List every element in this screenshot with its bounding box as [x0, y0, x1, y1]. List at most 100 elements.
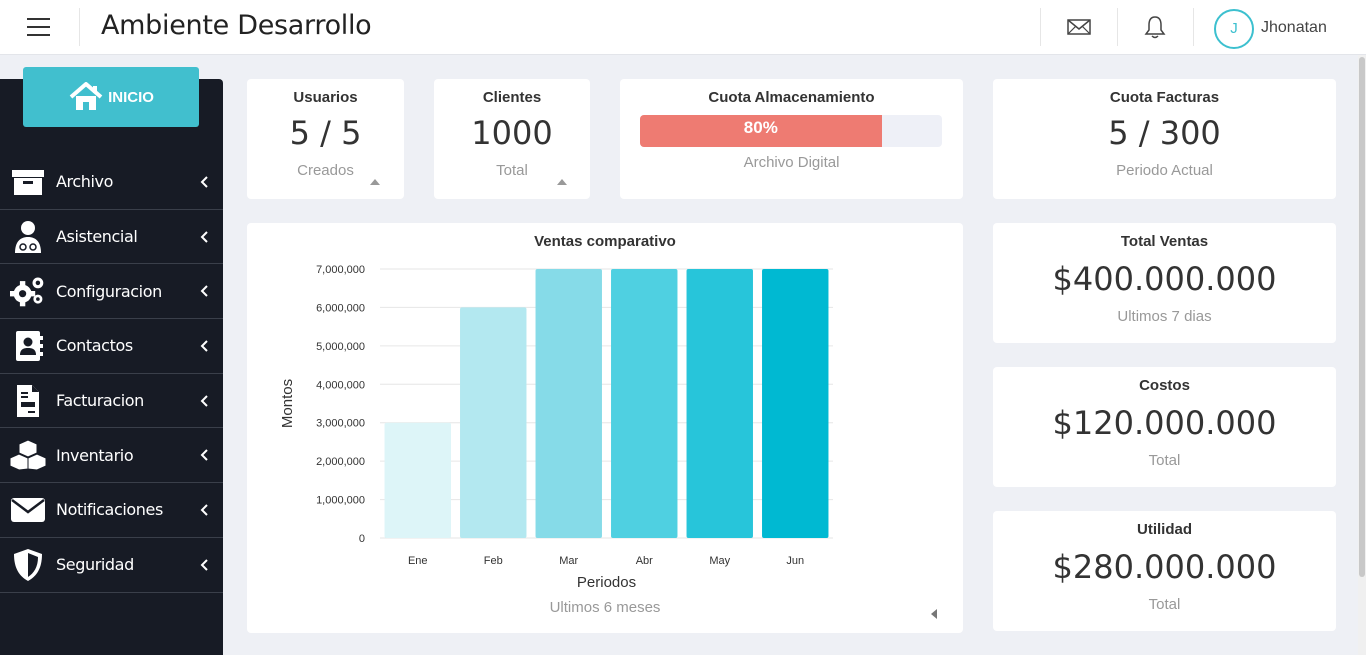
sidebar-item-label: Asistencial — [56, 227, 138, 247]
sidebar-item-label: Contactos — [56, 336, 133, 356]
username-label[interactable]: Jhonatan — [1261, 19, 1327, 36]
sidebar-item-archivo[interactable]: Archivo — [0, 155, 223, 210]
sidebar-item-label: Seguridad — [56, 555, 134, 575]
y-tick-label: 4,000,000 — [316, 379, 365, 391]
sidebar-item-contactos[interactable]: Contactos — [0, 319, 223, 374]
card-title: Cuota Almacenamiento — [708, 89, 875, 106]
archive-icon — [10, 164, 46, 200]
storage-progress-fill: 80% — [640, 115, 882, 147]
sidebar-item-label: Notificaciones — [56, 500, 163, 520]
chevron-left-icon — [200, 340, 208, 352]
home-button-label: INICIO — [108, 88, 154, 106]
bar-ene — [384, 422, 451, 538]
card-subtitle: Total — [1148, 452, 1181, 469]
card-value: 5 / 5 — [289, 114, 362, 152]
top-header: Ambiente Desarrollo J Jhonatan — [0, 0, 1366, 55]
sidebar: INICIO Archivo Asistencial Configuracion — [0, 67, 223, 655]
doctor-icon — [10, 219, 46, 255]
chevron-left-icon — [200, 558, 208, 571]
header-divider — [1040, 8, 1041, 46]
y-tick-label: 0 — [359, 533, 365, 545]
y-tick-label: 3,000,000 — [316, 418, 365, 430]
sales-chart-card: Ventas comparativo 0 1,000,000 2,000,000 3,… — [247, 223, 963, 633]
card-title: Total Ventas — [1120, 233, 1209, 250]
x-tick-label: Mar — [559, 555, 578, 567]
card-subtitle: Periodo Actual — [1116, 162, 1213, 179]
x-tick-label: Jun — [786, 555, 804, 567]
chart-subtitle: Ultimos 6 meses — [549, 599, 661, 616]
chart-title: Ventas comparativo — [534, 233, 676, 250]
bar-feb — [460, 307, 527, 538]
sidebar-item-label: Facturacion — [56, 391, 144, 411]
card-value: 5 / 300 — [1108, 114, 1221, 152]
total-ventas-card: Total Ventas $400.000.000 Ultimos 7 dias — [993, 223, 1336, 343]
utilidad-card: Utilidad $280.000.000 Total — [993, 511, 1336, 631]
home-button[interactable]: INICIO — [23, 67, 199, 127]
card-title: Utilidad — [1137, 521, 1192, 538]
card-title: Clientes — [482, 89, 542, 106]
bell-icon[interactable] — [1142, 14, 1168, 40]
menu-toggle-icon[interactable] — [27, 18, 50, 36]
y-axis-label: Montos — [279, 379, 296, 428]
card-title: Usuarios — [293, 89, 358, 106]
sidebar-item-asistencial[interactable]: Asistencial — [0, 210, 223, 265]
sidebar-item-facturacion[interactable]: Facturacion — [0, 374, 223, 429]
bar-jun — [762, 269, 829, 538]
bar-may — [686, 269, 753, 538]
y-tick-label: 2,000,000 — [316, 456, 365, 468]
caret-left-icon[interactable] — [931, 609, 937, 619]
mail-icon[interactable] — [1066, 14, 1092, 40]
card-subtitle: Creados — [297, 162, 354, 179]
chevron-left-icon — [200, 504, 208, 516]
page-scrollbar[interactable] — [1358, 55, 1366, 655]
usuarios-card: Usuarios 5 / 5 Creados — [247, 79, 404, 199]
chevron-left-icon — [200, 285, 208, 297]
sidebar-item-label: Configuracion — [56, 281, 162, 301]
header-divider — [1193, 8, 1194, 46]
avatar[interactable]: J — [1214, 9, 1254, 49]
scrollbar-thumb[interactable] — [1359, 57, 1365, 577]
card-value: $400.000.000 — [1052, 260, 1277, 298]
sidebar-item-inventario[interactable]: Inventario — [0, 428, 223, 484]
x-tick-label: May — [709, 555, 730, 567]
x-tick-label: Feb — [484, 555, 503, 567]
caret-up-icon[interactable] — [557, 179, 567, 185]
card-subtitle: Total — [1148, 596, 1181, 613]
invoice-icon — [10, 383, 46, 419]
shield-icon — [10, 547, 46, 583]
facturas-quota-card: Cuota Facturas 5 / 300 Periodo Actual — [993, 79, 1336, 199]
y-tick-label: 5,000,000 — [316, 341, 365, 353]
page-title: Ambiente Desarrollo — [101, 10, 372, 41]
storage-quota-card: Cuota Almacenamiento 80% Archivo Digital — [620, 79, 963, 199]
card-value: $120.000.000 — [1052, 404, 1277, 442]
contact-book-icon — [10, 328, 46, 364]
chevron-left-icon — [200, 394, 208, 407]
gears-icon — [10, 273, 46, 309]
boxes-icon — [10, 437, 46, 473]
header-divider — [79, 8, 80, 46]
caret-up-icon[interactable] — [370, 179, 380, 185]
x-tick-label: Ene — [408, 555, 428, 567]
card-title: Costos — [1139, 377, 1190, 394]
sidebar-item-notificaciones[interactable]: Notificaciones — [0, 483, 223, 538]
home-icon — [69, 82, 103, 110]
card-subtitle: Ultimos 7 dias — [1117, 308, 1212, 325]
costos-card: Costos $120.000.000 Total — [993, 367, 1336, 487]
chevron-left-icon — [200, 449, 208, 461]
storage-progress-bar: 80% — [640, 115, 942, 147]
card-title: Cuota Facturas — [1109, 89, 1220, 106]
bar-mar — [535, 269, 602, 538]
x-tick-label: Abr — [636, 555, 653, 567]
sidebar-item-label: Archivo — [56, 172, 114, 192]
card-subtitle: Archivo Digital — [743, 154, 840, 171]
sidebar-item-seguridad[interactable]: Seguridad — [0, 538, 223, 593]
y-tick-label: 7,000,000 — [316, 264, 365, 276]
sidebar-item-configuracion[interactable]: Configuracion — [0, 264, 223, 320]
y-tick-label: 6,000,000 — [316, 302, 365, 314]
bar-abr — [611, 269, 678, 538]
card-subtitle: Total — [496, 162, 528, 179]
card-value: 1000 — [471, 114, 553, 152]
envelope-icon — [10, 492, 46, 528]
sidebar-menu: Archivo Asistencial Configuracion Contac… — [0, 155, 223, 593]
y-tick-label: 1,000,000 — [316, 495, 365, 507]
